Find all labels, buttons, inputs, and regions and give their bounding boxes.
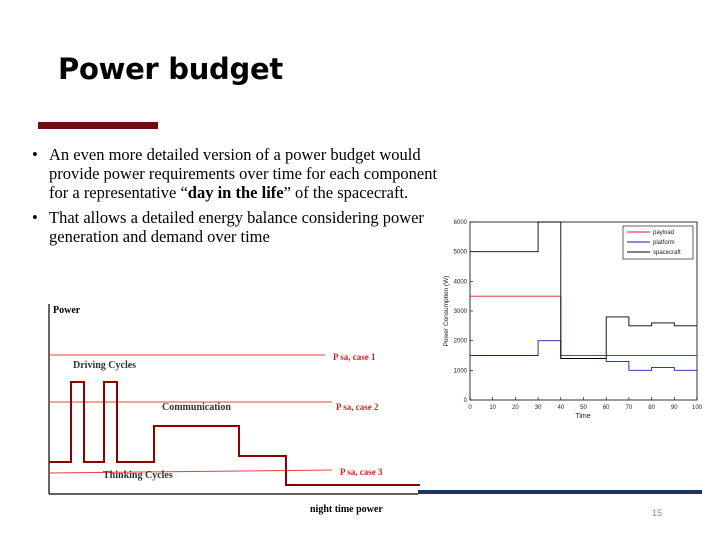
x-tick-label: 90 [671, 405, 678, 411]
x-tick-label: 50 [580, 405, 587, 411]
annotation-thinking-cycles: Thinking Cycles [103, 470, 173, 481]
x-tick-label: 20 [512, 405, 519, 411]
x-tick-label: 60 [603, 405, 610, 411]
legend-label-platform: platform [653, 240, 675, 246]
bullet-text: An even more detailed version of a power… [49, 145, 438, 202]
y-tick-label: 2000 [454, 339, 468, 345]
y-tick-label: 3000 [454, 309, 468, 315]
legend-label-payload: payload [653, 230, 674, 236]
bullet-list: An even more detailed version of a power… [32, 145, 442, 252]
legend-label-spacecraft: spacecraft [653, 250, 681, 256]
slide-title: Power budget [58, 52, 283, 86]
reference-label-case-1: P sa, case 1 [333, 352, 376, 362]
series-lines [470, 221, 697, 371]
reference-line-case-3 [48, 469, 333, 474]
x-tick-label: 40 [557, 405, 564, 411]
legend-box [622, 225, 694, 260]
x-tick-label: 70 [626, 405, 633, 411]
chart-legend: payload platform spacecraft [622, 225, 694, 260]
annotation-communication: Communication [162, 402, 231, 413]
bullet-item: That allows a detailed energy balance co… [32, 208, 442, 246]
annotation-driving-cycles: Driving Cycles [73, 360, 136, 371]
x-tick-label: 10 [489, 405, 496, 411]
power-consumption-chart: 0 1000 2000 3000 4000 5000 6000 0 10 20 30 40 50 60 7… [443, 220, 703, 420]
y-tick-label: 4000 [454, 279, 468, 285]
x-tick-label: 100 [692, 405, 703, 411]
y-tick-label: 5000 [454, 250, 468, 256]
x-tick-label: 30 [535, 405, 542, 411]
x-ticks: 0 10 20 30 40 50 60 70 80 90 100 [468, 397, 703, 411]
x-tick-label: 0 [468, 405, 472, 411]
bullet-text: That allows a detailed energy balance co… [49, 208, 424, 246]
title-underline-bar [38, 122, 158, 129]
series-line-platform [470, 340, 697, 371]
x-tick-label: 80 [648, 405, 655, 411]
bottom-rule [418, 490, 702, 494]
left-xlabel: night time power [310, 504, 383, 515]
page-number: 15 [652, 508, 663, 518]
bullet-text-end: ” of the spacecraft. [283, 183, 409, 202]
power-profile-diagram: Power P sa, case 1 P sa, case 2 P sa, ca… [48, 304, 420, 515]
y-tick-label: 6000 [454, 220, 468, 226]
y-tick-label: 1000 [454, 368, 468, 374]
bullet-bold-text: day in the life [187, 183, 284, 202]
reference-label-case-2: P sa, case 2 [336, 402, 379, 412]
y-ticks: 0 1000 2000 3000 4000 5000 6000 [454, 220, 473, 404]
bullet-item: An even more detailed version of a power… [32, 145, 442, 202]
chart-ylabel: Power Consumption (W) [443, 276, 450, 347]
y-tick-label: 0 [464, 398, 468, 404]
chart-xlabel: Time [575, 413, 590, 420]
series-line-spacecraft [470, 221, 697, 359]
power-profile-line [49, 381, 420, 486]
left-ylabel: Power [53, 305, 81, 316]
reference-label-case-3: P sa, case 3 [340, 467, 383, 477]
